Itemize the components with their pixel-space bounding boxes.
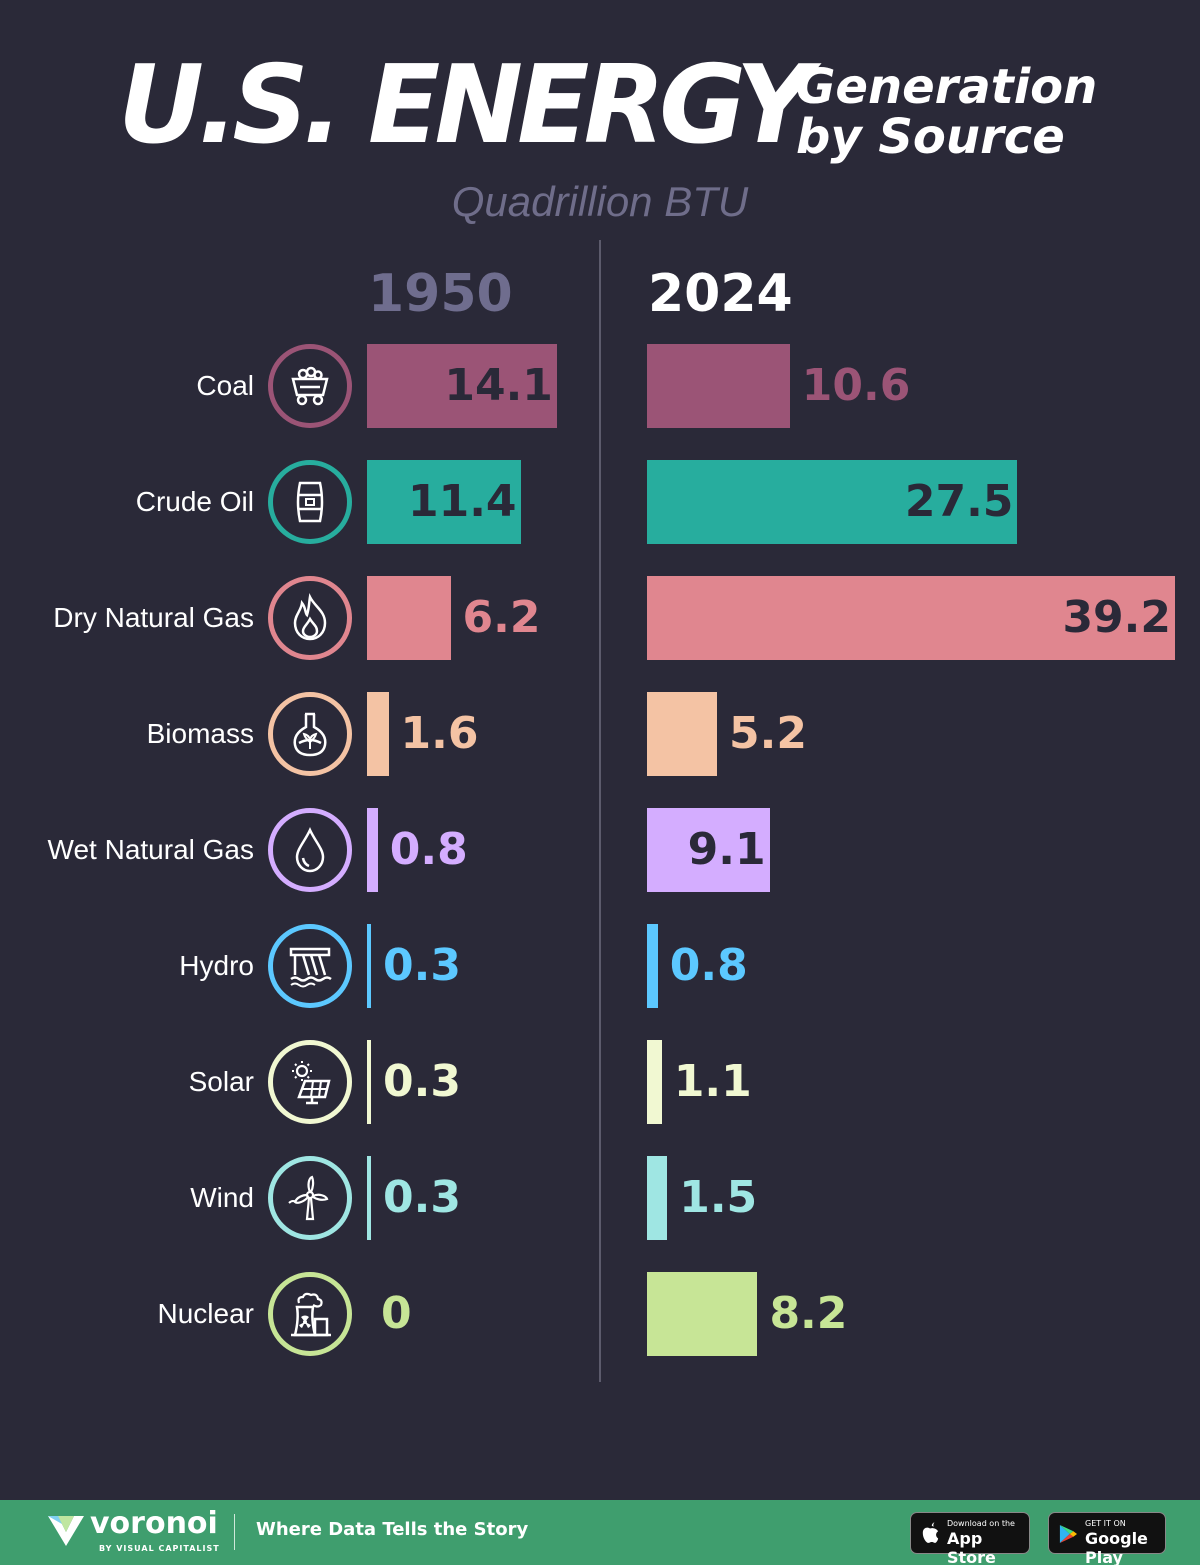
value-label-2024: 0.8 [669,940,748,991]
icon-circle [268,1040,352,1124]
value-label-2024: 8.2 [769,1288,848,1339]
biomass-flask-icon [293,712,327,757]
value-label-2024: 10.6 [801,360,911,411]
bar-2024 [647,1040,662,1124]
bar-2024 [647,1272,758,1356]
icon-circle [268,692,352,776]
icon-circle [268,1156,352,1240]
bar-2024 [647,576,1175,660]
chart-row-wet-natural-gas: Wet Natural Gas 0.8 9.1 [0,808,1200,892]
icon-circle [268,924,352,1008]
voronoi-logo-icon [48,1516,84,1546]
header: U.S. ENERGY Generation by Source Quadril… [0,0,1200,240]
subtitle: Quadrillion BTU [451,178,749,225]
app-store-big: App Store [947,1529,996,1565]
category-label: Nuclear [157,1298,254,1329]
bar-1950 [367,1040,372,1124]
nuclear-plant-icon [291,1292,331,1337]
app-store-small: Download on the [947,1519,1015,1528]
brand-name: voronoi [90,1506,218,1541]
value-label-2024: 39.2 [1062,592,1171,643]
category-label: Wind [190,1182,254,1213]
brand-sub: BY VISUAL CAPITALIST [99,1544,220,1553]
wind-turbine-icon [288,1175,329,1221]
icon-circle [268,808,352,892]
category-label: Biomass [146,718,254,749]
column-divider [599,240,601,1382]
value-label-2024: 5.2 [729,708,807,759]
value-label-1950: 1.6 [400,708,479,759]
solar-panel-icon [292,1061,331,1105]
bar-2024 [647,460,1018,544]
bar-1950 [367,1156,372,1240]
value-label-1950: 0.3 [383,1056,461,1107]
value-label-1950: 0.8 [389,824,468,875]
chart-row-wind: Wind 0.3 1.5 [0,1156,1200,1240]
chart-row-crude-oil: Crude Oil 11.4 27.5 [0,460,1200,544]
chart-row-nuclear: Nuclear 0 8.2 [0,1272,1200,1356]
category-label: Coal [196,370,254,401]
bar-2024 [647,924,658,1008]
category-label: Solar [188,1066,254,1097]
category-label: Dry Natural Gas [53,602,254,633]
bar-1950 [367,460,521,544]
chart-row-solar: Solar 0.3 1.1 [0,1040,1200,1124]
chart-row-biomass: Biomass 1.6 5.2 [0,692,1200,776]
google-play-button[interactable]: GET IT ON Google Play [1048,1512,1166,1565]
flame-icon [293,593,327,641]
category-label: Hydro [179,950,254,981]
value-label-1950: 0.3 [383,940,461,991]
chart-row-hydro: Hydro 0.3 0.8 [0,924,1200,1008]
value-label-2024: 27.5 [904,476,1014,527]
title-side: Generation by Source [796,62,1097,162]
google-play-icon [1059,1525,1077,1543]
chart-row-coal: Coal 14.1 10.6 [0,344,1200,428]
title-side-line2: by Source [796,109,1065,165]
google-play-big: Google Play [1085,1529,1148,1565]
bar-1950 [367,344,557,428]
icon-circle [268,576,352,660]
value-label-2024: 1.1 [673,1056,752,1107]
icon-circle [268,460,352,544]
google-play-small: GET IT ON [1085,1519,1126,1528]
value-label-2024: 9.1 [687,824,766,875]
icon-circle [268,1272,352,1356]
value-label-1950: 0.3 [383,1172,461,1223]
dam-icon [289,947,332,988]
bar-1950 [367,692,389,776]
oil-barrel-icon [296,481,324,523]
year-label-1950: 1950 [368,264,513,324]
category-label: Wet Natural Gas [47,834,254,865]
bar-2024 [647,344,790,428]
bar-2024 [647,1156,668,1240]
value-label-1950: 0 [381,1288,412,1339]
value-label-2024: 1.5 [679,1172,758,1223]
bar-2024 [647,808,770,892]
app-store-button[interactable]: Download on the App Store [910,1512,1030,1565]
value-label-1950: 14.1 [444,360,553,411]
droplet-icon [295,826,325,873]
year-label-2024: 2024 [648,264,793,324]
bar-1950 [367,808,378,892]
footer-separator [234,1514,235,1550]
category-label: Crude Oil [135,486,254,517]
apple-icon [922,1522,939,1543]
coal-cart-icon [291,366,329,406]
value-label-1950: 6.2 [462,592,541,643]
bar-1950 [367,576,451,660]
title-side-line1: Generation [796,59,1098,115]
footer: voronoi BY VISUAL CAPITALIST Where Data … [0,1500,1200,1565]
page-title: U.S. ENERGY [118,43,813,168]
tagline: Where Data Tells the Story [256,1519,529,1540]
value-label-1950: 11.4 [407,476,517,527]
chart-row-dry-natural-gas: Dry Natural Gas 6.2 39.2 [0,576,1200,660]
icon-circle [268,344,352,428]
bar-1950 [367,924,372,1008]
bar-2024 [647,692,718,776]
